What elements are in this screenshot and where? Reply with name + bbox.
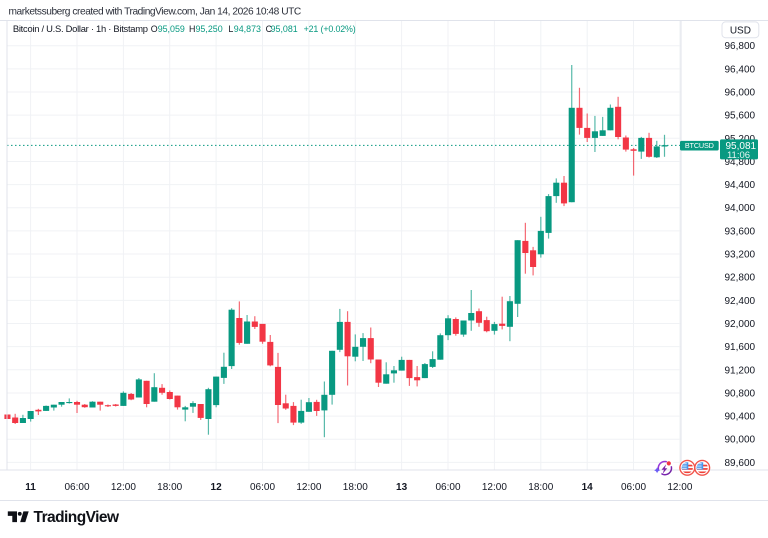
- svg-text:89,600: 89,600: [725, 458, 756, 469]
- svg-text:94,800: 94,800: [725, 157, 756, 168]
- svg-text:95,600: 95,600: [725, 111, 756, 122]
- svg-text:12:00: 12:00: [667, 482, 692, 493]
- svg-text:11:06: 11:06: [727, 150, 750, 161]
- svg-text:06:00: 06:00: [250, 482, 275, 493]
- svg-text:95,059: 95,059: [158, 24, 185, 34]
- svg-text:L: L: [228, 24, 233, 34]
- svg-text:18:00: 18:00: [343, 482, 368, 493]
- svg-text:06:00: 06:00: [64, 482, 89, 493]
- svg-text:12:00: 12:00: [111, 482, 136, 493]
- svg-text:TradingView: TradingView: [34, 509, 120, 526]
- svg-text:+21 (+0.02%): +21 (+0.02%): [304, 24, 356, 34]
- svg-text:91,200: 91,200: [725, 365, 756, 376]
- svg-text:96,800: 96,800: [725, 41, 756, 52]
- svg-text:90,400: 90,400: [725, 412, 756, 423]
- svg-text:94,400: 94,400: [725, 180, 756, 191]
- svg-text:12: 12: [211, 482, 223, 493]
- svg-text:90,800: 90,800: [725, 388, 756, 399]
- svg-text:marketssuberg created with Tra: marketssuberg created with TradingView.c…: [9, 6, 301, 17]
- svg-text:96,000: 96,000: [725, 88, 756, 99]
- svg-text:13: 13: [396, 482, 408, 493]
- svg-text:H: H: [189, 24, 195, 34]
- svg-text:11: 11: [25, 482, 36, 493]
- svg-text:95,081: 95,081: [726, 141, 757, 152]
- svg-text:06:00: 06:00: [435, 482, 460, 493]
- svg-text:O: O: [151, 24, 158, 34]
- svg-text:14: 14: [582, 482, 594, 493]
- svg-text:12:00: 12:00: [482, 482, 507, 493]
- svg-text:92,800: 92,800: [725, 273, 756, 284]
- svg-text:USD: USD: [730, 25, 751, 36]
- svg-text:C: C: [266, 24, 273, 34]
- svg-text:95,250: 95,250: [196, 24, 223, 34]
- svg-text:Bitcoin / U.S. Dollar · 1h · B: Bitcoin / U.S. Dollar · 1h · Bitstamp: [13, 23, 148, 34]
- svg-text:18:00: 18:00: [157, 482, 182, 493]
- svg-text:94,873: 94,873: [234, 24, 261, 34]
- svg-text:91,600: 91,600: [725, 342, 756, 353]
- svg-text:93,600: 93,600: [725, 226, 756, 237]
- svg-text:95,200: 95,200: [725, 134, 756, 145]
- svg-text:92,000: 92,000: [725, 319, 756, 330]
- svg-text:94,000: 94,000: [725, 203, 756, 214]
- svg-text:12:00: 12:00: [296, 482, 321, 493]
- svg-text:90,000: 90,000: [725, 435, 756, 446]
- svg-text:18:00: 18:00: [528, 482, 553, 493]
- svg-text:96,400: 96,400: [725, 64, 756, 75]
- svg-text:92,400: 92,400: [725, 296, 756, 307]
- svg-text:BTCUSD: BTCUSD: [685, 141, 714, 150]
- svg-text:93,200: 93,200: [725, 250, 756, 261]
- svg-text:95,081: 95,081: [271, 24, 298, 34]
- svg-text:06:00: 06:00: [621, 482, 646, 493]
